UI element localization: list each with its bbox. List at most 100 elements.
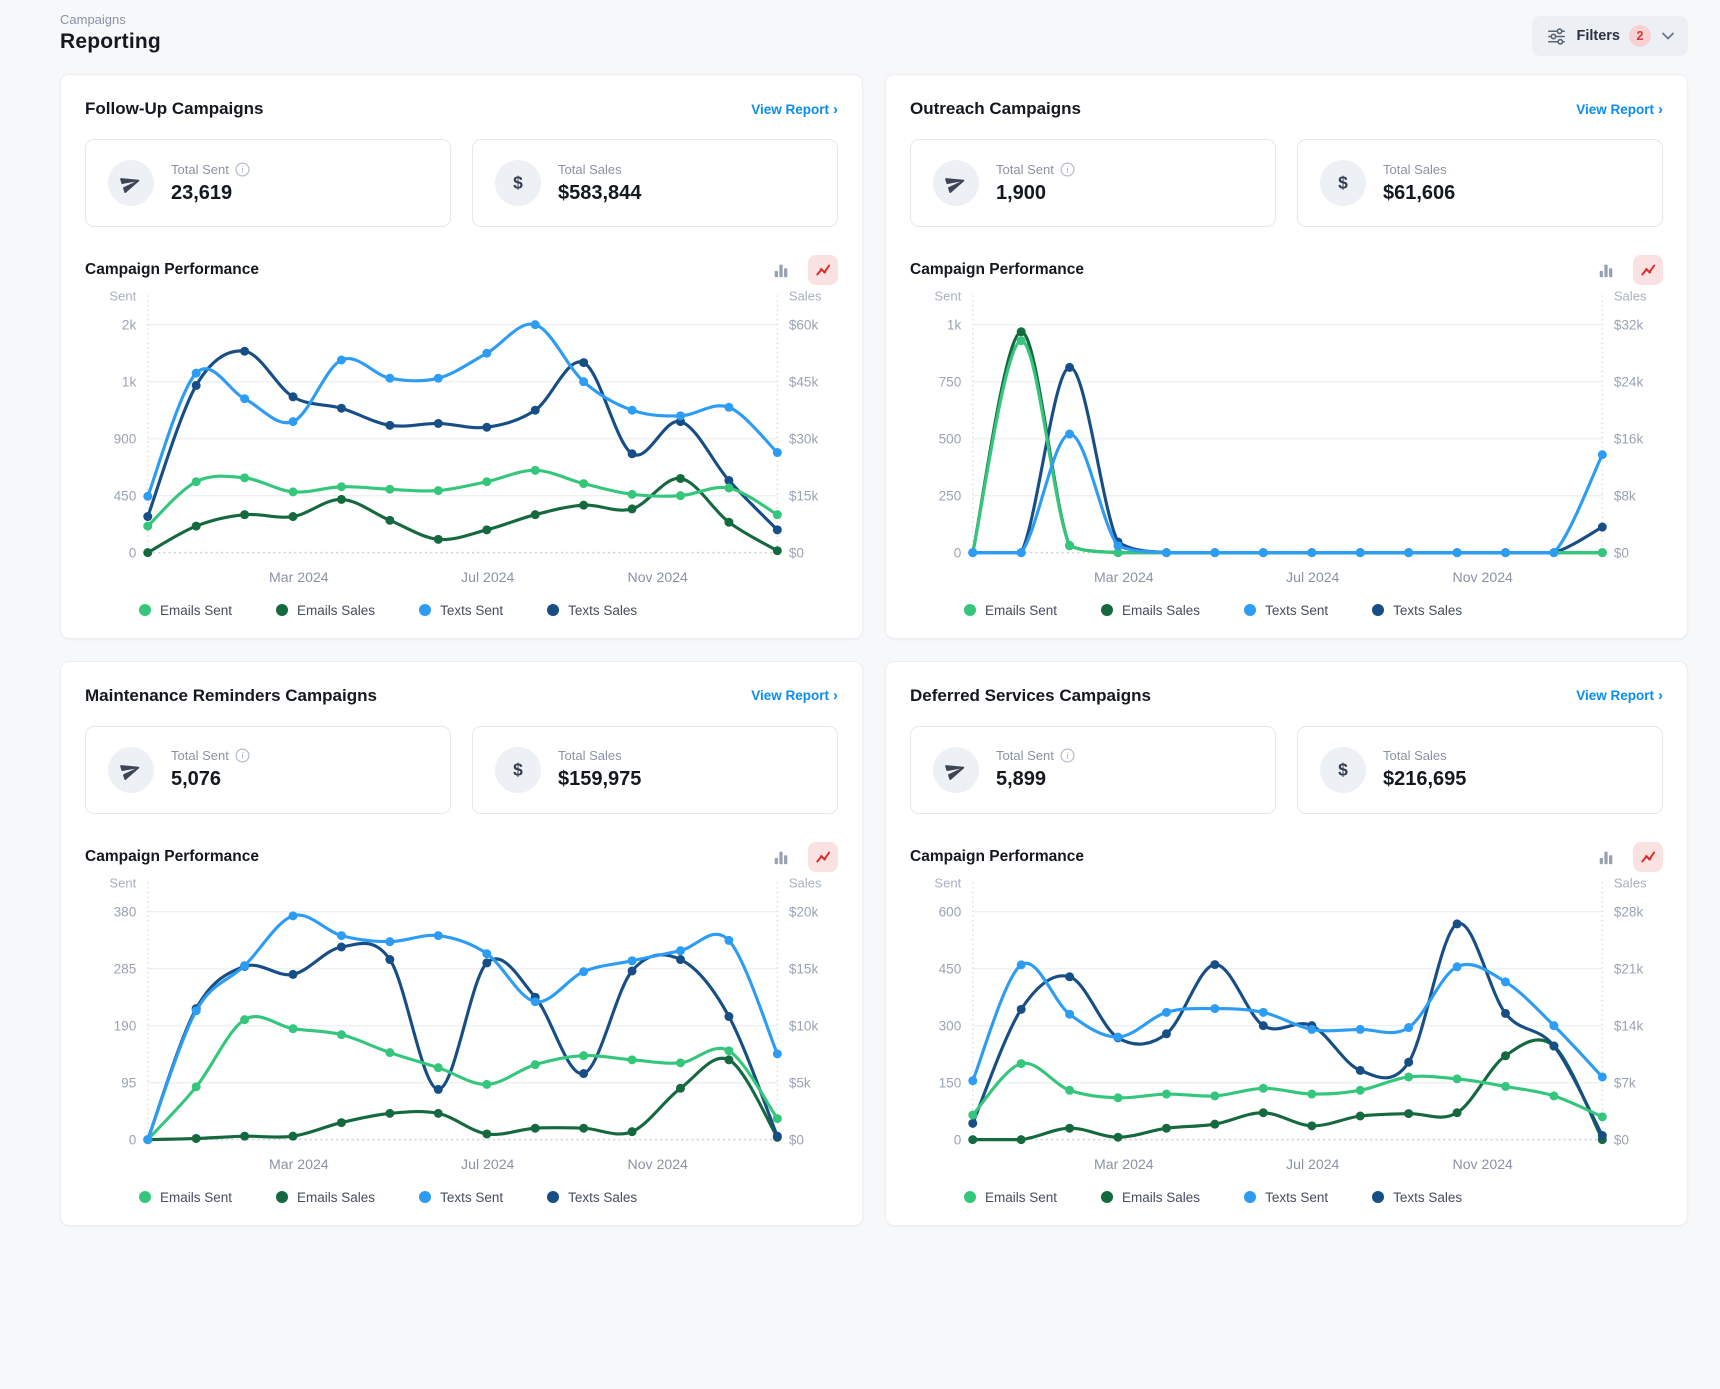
legend-dot [1372, 1191, 1385, 1204]
view-report-label: View Report [1576, 688, 1654, 704]
svg-text:$20k: $20k [789, 904, 819, 919]
svg-text:$8k: $8k [1614, 488, 1636, 503]
legend-dot [419, 604, 432, 617]
legend-item-texts-sales: Texts Sales [1372, 1190, 1462, 1205]
svg-text:$0: $0 [789, 1132, 805, 1147]
line-chart-toggle[interactable] [1633, 255, 1663, 285]
svg-text:Nov 2024: Nov 2024 [628, 569, 689, 585]
svg-text:$60k: $60k [789, 317, 819, 332]
chart-heading: Campaign Performance [910, 261, 1084, 278]
send-icon [933, 746, 979, 793]
campaign-card-follow-up: Follow-Up Campaigns View Report › Total … [60, 74, 863, 639]
stat-card-total-sales: $ Total Sales $159,975 [472, 725, 838, 814]
bar-chart-toggle[interactable] [766, 842, 796, 872]
legend-item-emails-sales: Emails Sales [276, 603, 375, 618]
cards-grid: Follow-Up Campaigns View Report › Total … [60, 74, 1688, 1226]
stat-card-total-sales: $ Total Sales $61,606 [1297, 139, 1663, 227]
svg-text:$21k: $21k [1614, 961, 1644, 976]
legend-item-texts-sales: Texts Sales [1372, 603, 1462, 618]
svg-text:Mar 2024: Mar 2024 [1094, 1156, 1154, 1172]
svg-text:$24k: $24k [1614, 374, 1644, 389]
svg-text:2k: 2k [122, 317, 137, 332]
svg-text:Sales: Sales [789, 289, 822, 304]
svg-text:0: 0 [129, 1132, 137, 1147]
svg-text:285: 285 [114, 961, 137, 976]
legend-label: Texts Sent [1265, 602, 1329, 618]
bar-chart-toggle[interactable] [766, 255, 796, 285]
view-report-link[interactable]: View Report › [751, 102, 838, 117]
svg-text:$10k: $10k [789, 1018, 819, 1033]
legend-label: Texts Sales [1393, 1189, 1463, 1205]
stat-label: Total Sales [1383, 161, 1447, 177]
page-header: Campaigns Reporting Filters 2 [60, 12, 1688, 56]
svg-text:500: 500 [939, 431, 962, 446]
legend-dot [139, 1191, 151, 1204]
filters-button[interactable]: Filters 2 [1532, 16, 1688, 56]
stat-label: Total Sent [171, 161, 229, 177]
bar-chart-toggle[interactable] [1591, 255, 1621, 285]
legend-label: Texts Sent [1265, 1189, 1329, 1205]
campaign-card-outreach: Outreach Campaigns View Report › Total S… [885, 74, 1688, 639]
line-chart-toggle[interactable] [1633, 841, 1663, 872]
legend-item-emails-sent: Emails Sent [139, 603, 232, 618]
stat-value: 23,619 [171, 181, 233, 204]
send-icon [108, 746, 154, 793]
legend-dot [1101, 604, 1114, 617]
legend-label: Texts Sent [440, 1189, 504, 1205]
filters-icon [1546, 26, 1567, 47]
svg-text:$0: $0 [1614, 545, 1630, 560]
chart-heading: Campaign Performance [910, 847, 1084, 865]
chart-legend: Emails Sent Emails Sales Texts Sent Texts S… [964, 1190, 1663, 1205]
view-report-link[interactable]: View Report › [1576, 102, 1663, 117]
legend-label: Emails Sales [297, 602, 376, 618]
view-report-link[interactable]: View Report › [1576, 688, 1663, 703]
legend-item-texts-sent: Texts Sent [419, 1190, 503, 1205]
stat-value: $61,606 [1383, 181, 1456, 204]
legend-dot [1244, 1191, 1257, 1204]
svg-text:Nov 2024: Nov 2024 [628, 1156, 689, 1172]
filters-label: Filters [1576, 28, 1620, 44]
svg-text:380: 380 [114, 904, 137, 919]
panel-title: Maintenance Reminders Campaigns [85, 685, 377, 705]
legend-dot [276, 604, 289, 617]
bar-chart-toggle[interactable] [1591, 842, 1621, 872]
svg-text:450: 450 [114, 488, 137, 503]
legend-label: Emails Sent [985, 1189, 1058, 1205]
info-icon[interactable]: i [235, 161, 250, 177]
stat-value: $583,844 [558, 181, 642, 204]
view-report-label: View Report [751, 101, 829, 117]
page-title: Reporting [60, 30, 161, 53]
stat-label: Total Sent [996, 748, 1054, 764]
svg-text:i: i [1066, 164, 1069, 174]
legend-label: Emails Sales [297, 1189, 376, 1205]
breadcrumb[interactable]: Campaigns [60, 12, 126, 27]
line-chart-toggle[interactable] [808, 255, 838, 285]
legend-item-texts-sent: Texts Sent [1244, 603, 1328, 618]
svg-text:$0: $0 [789, 545, 805, 560]
svg-text:$30k: $30k [789, 431, 819, 446]
legend-dot [419, 1191, 432, 1204]
dollar-icon: $ [1320, 160, 1366, 206]
line-chart-toggle[interactable] [808, 841, 838, 872]
stat-value: $159,975 [558, 768, 642, 791]
svg-text:1k: 1k [122, 374, 137, 389]
chart-heading: Campaign Performance [85, 847, 259, 865]
legend-item-emails-sent: Emails Sent [964, 603, 1057, 618]
svg-text:Nov 2024: Nov 2024 [1453, 1156, 1514, 1172]
filters-count-badge: 2 [1629, 25, 1651, 47]
svg-text:Sent: Sent [109, 875, 136, 890]
svg-text:900: 900 [114, 431, 137, 446]
chevron-right-icon: › [833, 687, 838, 705]
dollar-icon: $ [1320, 746, 1366, 793]
legend-item-texts-sent: Texts Sent [419, 603, 503, 618]
legend-item-emails-sent: Emails Sent [964, 1190, 1057, 1205]
info-icon[interactable]: i [1060, 161, 1075, 177]
legend-label: Texts Sent [440, 602, 504, 618]
svg-text:190: 190 [114, 1018, 137, 1033]
info-icon[interactable]: i [235, 748, 250, 763]
info-icon[interactable]: i [1060, 748, 1075, 763]
legend-dot [547, 1191, 560, 1204]
svg-text:95: 95 [121, 1075, 136, 1090]
view-report-link[interactable]: View Report › [751, 688, 838, 703]
stat-value: 5,076 [171, 768, 222, 791]
